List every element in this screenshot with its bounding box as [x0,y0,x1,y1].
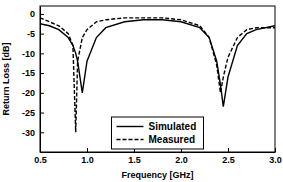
series-line [40,18,275,132]
series-line [40,20,275,107]
x-tick-label: 3.0 [269,155,282,165]
y-tick: -30 [22,128,44,138]
x-tick: 2.5 [222,148,235,165]
y-tick-label: 0 [30,9,35,19]
x-tick-label: 2.0 [175,155,188,165]
x-tick-label: 0.5 [34,155,47,165]
x-tick: 3.0 [269,148,282,165]
legend-swatch [117,139,144,140]
x-tick: 2.0 [175,148,188,165]
y-tick: -5 [27,29,44,39]
legend-label: Measured [149,134,196,145]
x-axis-title: Frequency [GHz] [121,170,193,180]
plot-frame [40,6,275,152]
x-tick: 1.0 [81,148,94,165]
y-tick-label: -10 [22,49,35,59]
lines [40,18,275,132]
y-tick-mark [40,73,44,74]
legend-swatch [117,126,144,127]
y-tick-mark [40,113,44,114]
y-axis-title: Return Loss [dB] [1,42,11,115]
y-tick-mark [40,34,44,35]
y-tick-label: -25 [22,108,35,118]
x-tick-mark [228,148,229,152]
chart: 0.5 1.0 1.5 2.0 2.5 3.0 -30 -25 -20 -15 -10 -5 0 Simu… [0,0,283,182]
y-tick-mark [40,53,44,54]
y-tick-mark [40,14,44,15]
x-tick-label: 1.0 [81,155,94,165]
x-tick-mark [87,148,88,152]
y-tick: 0 [30,9,44,19]
x-axis: 0.5 1.0 1.5 2.0 2.5 3.0 [34,148,282,165]
y-tick-label: -15 [22,68,35,78]
y-tick: -25 [22,108,44,118]
x-axis-line [41,152,276,153]
legend: Simulated Measured [112,117,204,149]
y-tick: -15 [22,68,44,78]
y-tick-label: -30 [22,128,35,138]
x-tick: 1.5 [128,148,141,165]
y-tick-label: -5 [27,29,35,39]
y-tick-label: -20 [22,88,35,98]
y-axis-line [40,7,41,153]
y-tick: -20 [22,88,44,98]
y-axis: -30 -25 -20 -15 -10 -5 0 [22,7,44,153]
x-tick-label: 2.5 [222,155,235,165]
y-tick: -10 [22,49,44,59]
y-tick-mark [40,132,44,133]
x-tick-mark [275,148,276,152]
legend-label: Simulated [149,121,197,132]
legend-box [112,117,204,149]
x-tick-label: 1.5 [128,155,141,165]
y-tick-mark [40,93,44,94]
plot: 0.5 1.0 1.5 2.0 2.5 3.0 -30 -25 -20 -15 -10 -5 0 Simu… [22,6,282,165]
